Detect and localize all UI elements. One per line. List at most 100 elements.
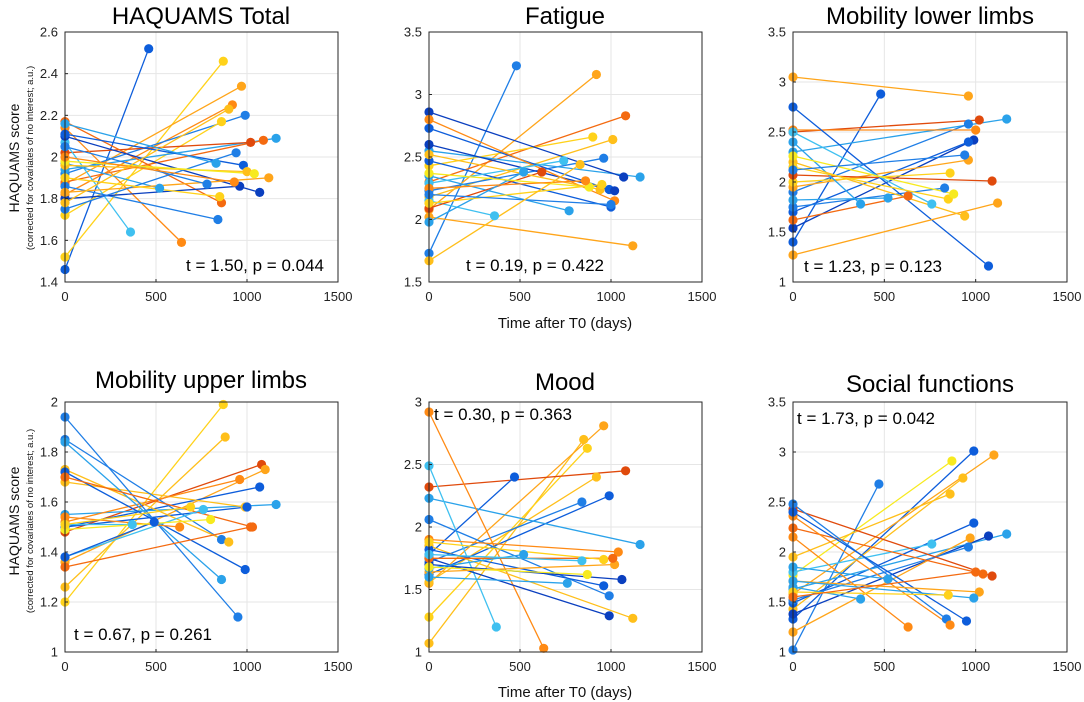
data-point	[958, 473, 968, 483]
series-line	[64, 516, 180, 528]
data-point	[580, 176, 591, 186]
x-tick-label: 0	[789, 659, 796, 674]
data-point	[216, 117, 227, 127]
y-tick-label: 2	[415, 520, 422, 535]
data-point	[903, 622, 913, 632]
series-line	[792, 174, 993, 182]
data-point	[260, 464, 270, 475]
series-line	[428, 576, 568, 584]
plot-area: 0 500 1000 1500 1 1.5 2 2.5 3 3.5	[768, 395, 1082, 675]
data-point	[621, 111, 631, 121]
series-line	[428, 541, 604, 561]
y-tick-label: 1.8	[40, 191, 58, 206]
series-line	[64, 506, 248, 528]
series-line	[428, 476, 515, 555]
x-axis-label: Time after T0 (days)	[498, 315, 632, 332]
y-tick-label: 2.2	[40, 108, 58, 123]
data-point	[537, 167, 547, 177]
data-point	[974, 587, 984, 597]
series-line	[64, 139, 264, 183]
data-point	[987, 176, 997, 186]
series-line	[64, 156, 235, 183]
data-point	[242, 167, 252, 177]
data-point	[628, 613, 638, 623]
data-point	[945, 489, 955, 499]
series-line	[792, 571, 976, 598]
series-line	[64, 518, 211, 531]
series-line	[64, 526, 251, 568]
x-tick-label: 1000	[597, 289, 626, 304]
series-line	[428, 465, 497, 628]
series-line	[792, 155, 954, 195]
data-point	[617, 574, 627, 585]
data-point	[599, 581, 609, 591]
plot-area: 0 500 1000 1500 1 1.5 2 2.5 3 3.5	[768, 25, 1082, 305]
y-tick-label: 1.8	[40, 445, 58, 460]
series-line	[64, 85, 242, 185]
series-line	[428, 183, 602, 204]
data-point	[947, 456, 957, 466]
data-point	[963, 137, 974, 147]
series-line	[428, 160, 564, 184]
series-line	[428, 118, 615, 202]
series-group	[60, 399, 281, 622]
series-line	[792, 580, 980, 593]
y-tick-label: 2	[51, 150, 58, 165]
data-point	[519, 549, 529, 560]
series-line	[428, 175, 570, 212]
y-tick-label: 1.5	[768, 595, 786, 610]
series-line	[792, 493, 951, 558]
data-point	[978, 569, 988, 579]
y-tick-label: 2	[779, 175, 786, 190]
data-point	[218, 399, 228, 410]
data-point	[206, 514, 216, 525]
data-point	[264, 173, 274, 183]
y-tick-label: 2	[415, 212, 422, 227]
series-line	[64, 481, 246, 508]
y-tick-label: 1	[779, 275, 786, 290]
series-line	[428, 411, 545, 649]
data-point	[562, 578, 572, 588]
data-point	[231, 148, 241, 158]
series-line	[428, 495, 610, 576]
data-point	[621, 466, 631, 476]
y-tick-label: 1.4	[40, 275, 58, 290]
data-point	[945, 168, 955, 178]
series-line	[64, 177, 220, 198]
data-point	[604, 491, 614, 501]
series-line	[64, 508, 204, 558]
data-point	[229, 177, 239, 187]
data-point	[604, 611, 614, 621]
data-point	[211, 158, 221, 168]
series-line	[64, 521, 155, 558]
series-line	[64, 476, 253, 528]
series-line	[792, 535, 989, 615]
panel-title: Fatigue	[525, 3, 605, 30]
data-point	[599, 153, 609, 163]
data-point	[927, 199, 937, 209]
x-tick-label: 500	[145, 659, 167, 674]
panel-title: Mobility upper limbs	[95, 367, 307, 394]
y-tick-label: 1.6	[40, 233, 58, 248]
data-point	[144, 44, 154, 54]
y-tick-label: 1.4	[40, 545, 58, 560]
panel-mobility-lower-limbs: 0 500 1000 1500 1 1.5 2 2.5 3 3.5 Mobility lower …	[768, 3, 1082, 304]
series-line	[428, 200, 495, 217]
x-tick-label: 500	[509, 659, 531, 674]
y-tick-label: 3.5	[768, 395, 786, 410]
y-axis-label-sub: (corrected for covariates of no interest…	[25, 66, 36, 250]
panel-title: Mobility lower limbs	[826, 3, 1034, 30]
data-point	[969, 593, 979, 603]
axes-frame	[64, 401, 339, 653]
y-tick-label: 3.5	[768, 25, 786, 40]
data-point	[577, 497, 587, 507]
series-line	[428, 111, 624, 178]
data-point	[125, 227, 136, 237]
series-line	[428, 425, 605, 584]
data-point	[198, 504, 208, 515]
data-point	[613, 547, 623, 557]
data-point	[971, 125, 981, 135]
series-group	[60, 44, 281, 275]
series-group	[788, 446, 1012, 655]
